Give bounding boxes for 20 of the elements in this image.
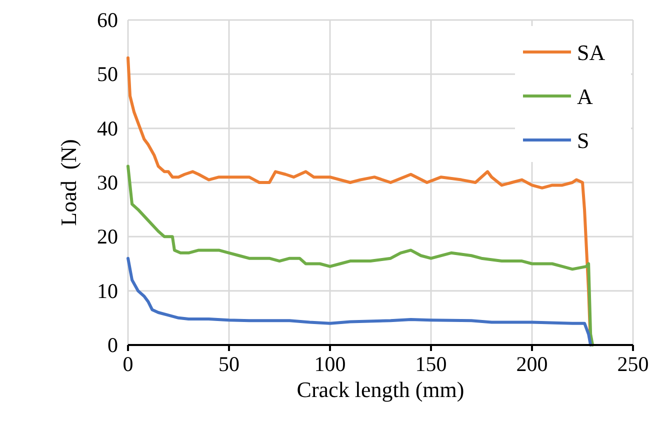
x-tick-label: 250 <box>617 352 649 376</box>
y-tick-label: 40 <box>97 116 118 140</box>
line-series <box>126 256 592 346</box>
x-axis-title: Crack length (mm) <box>296 377 464 402</box>
y-tick-label: 10 <box>97 278 118 303</box>
y-tick-label: 60 <box>97 8 118 32</box>
line-series <box>126 164 594 346</box>
x-tick-label: 200 <box>516 352 548 376</box>
x-tick-label: 100 <box>314 352 346 376</box>
x-tick-label: 0 <box>122 352 134 376</box>
legend-label: A <box>577 84 593 109</box>
y-axis-title: Load (N) <box>56 139 81 226</box>
y-tick-label: 0 <box>108 333 118 357</box>
y-tick-label: 20 <box>97 224 118 249</box>
x-tick-label: 50 <box>218 352 240 376</box>
legend-label: S <box>577 128 590 153</box>
legend-label: SA <box>577 40 606 65</box>
y-tick-label: 30 <box>97 170 118 194</box>
y-tick-label: 50 <box>97 62 118 86</box>
x-tick-label: 150 <box>415 352 447 376</box>
